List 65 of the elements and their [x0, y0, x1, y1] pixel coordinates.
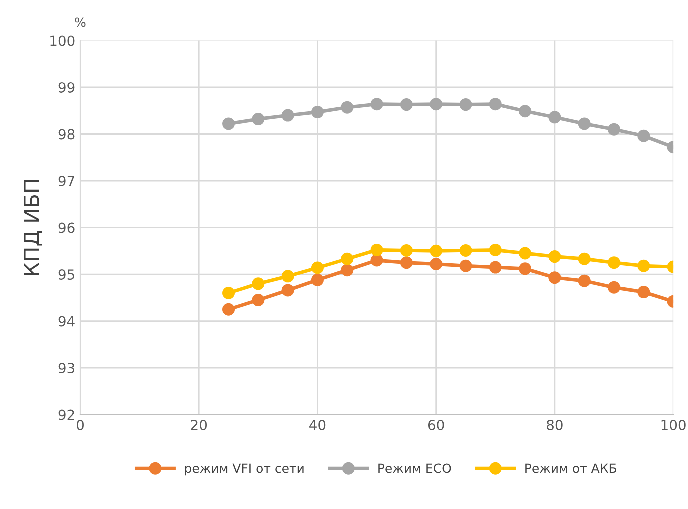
x-tick-label: 100: [662, 420, 686, 430]
point: [400, 256, 413, 270]
point: [430, 98, 443, 111]
point: [370, 254, 384, 267]
point: [341, 252, 354, 266]
point: [519, 247, 532, 260]
x-tick-label: 40: [310, 420, 326, 430]
point: [489, 98, 502, 111]
legend-label: режим VFI от сети: [185, 464, 304, 476]
point: [252, 278, 265, 290]
y-tick-label: 98: [58, 129, 75, 140]
text: %: [75, 18, 86, 28]
y-tick-label: 92: [58, 410, 74, 420]
point: [282, 109, 294, 122]
point: [608, 123, 620, 136]
point: [400, 244, 413, 257]
point: [370, 98, 384, 111]
point: [638, 130, 650, 142]
point: [608, 256, 620, 270]
y-tick-label: 99: [58, 82, 75, 93]
x-tick-label: 0: [76, 420, 84, 430]
point: [578, 118, 591, 130]
legend-label: Режим ECO: [378, 464, 452, 474]
point: [430, 244, 443, 258]
point: [282, 284, 294, 297]
y-tick-label: 95: [58, 270, 74, 280]
point: [252, 113, 265, 126]
y-tick-label: 94: [58, 316, 75, 327]
point: [430, 258, 443, 271]
legend-label: Режим от АКБ: [526, 464, 616, 474]
point: [578, 252, 591, 266]
point: [341, 264, 354, 277]
x-tick-label: 60: [428, 420, 444, 430]
point: [222, 286, 236, 300]
y-tick-label: 93: [58, 363, 75, 374]
point: [460, 244, 472, 257]
x-tick-label: 80: [547, 420, 563, 430]
point: [519, 262, 532, 276]
point: [548, 111, 562, 124]
point: [608, 281, 620, 294]
point: [222, 303, 236, 316]
y-axis-title: КПД ИБП: [24, 180, 42, 276]
point: [222, 118, 236, 130]
point: [282, 270, 294, 283]
point: [519, 105, 532, 118]
point: [311, 262, 324, 274]
point: [341, 101, 354, 114]
y-tick-label: 96: [58, 222, 75, 234]
point: [311, 106, 324, 119]
point: [489, 244, 502, 256]
y-tick-label: 97: [58, 176, 74, 186]
point: [578, 274, 591, 288]
point: [400, 98, 413, 112]
point: [638, 260, 650, 272]
point: [489, 261, 502, 274]
point: [370, 244, 384, 256]
x-tick-label: 20: [191, 420, 208, 430]
point: [460, 260, 472, 272]
point: [311, 274, 324, 286]
point: [638, 286, 650, 299]
point: [548, 250, 562, 264]
y-tick-label: 100: [50, 36, 75, 46]
point: [460, 98, 472, 112]
point: [548, 272, 562, 284]
point: [252, 294, 265, 307]
